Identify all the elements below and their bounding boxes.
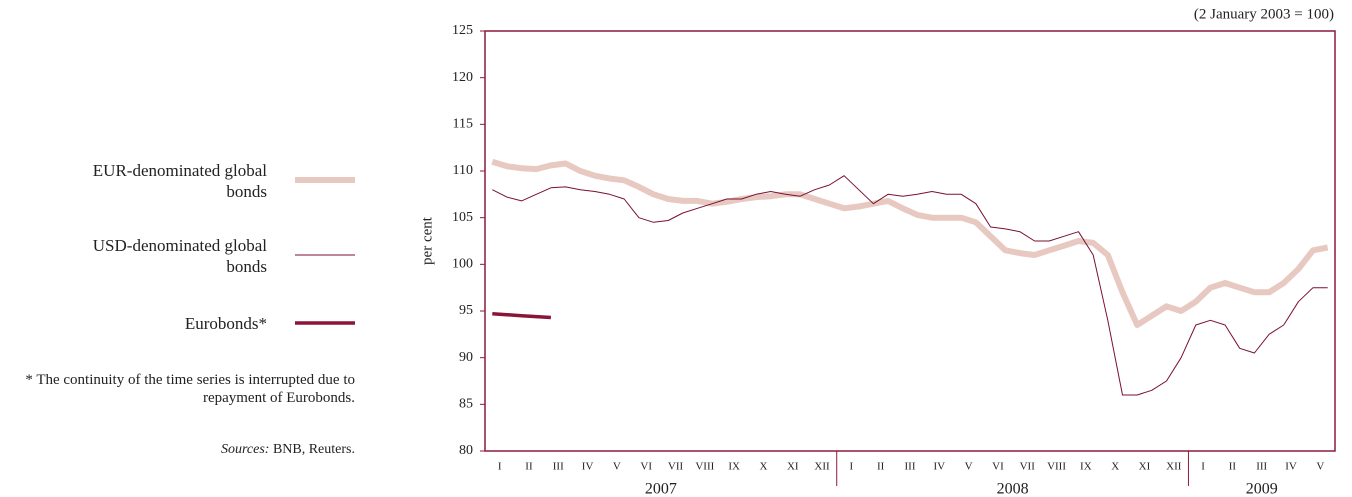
x-tick-label: VII <box>668 461 684 473</box>
series-line <box>492 175 1328 396</box>
x-tick-label: II <box>525 461 533 473</box>
year-label: 2009 <box>1246 481 1278 497</box>
x-tick-label: IV <box>1285 461 1297 473</box>
x-tick-label: I <box>498 461 502 473</box>
x-tick-label: IV <box>582 461 594 473</box>
x-tick-label: X <box>1111 461 1119 473</box>
x-tick-label: V <box>965 461 973 473</box>
x-tick-label: VI <box>992 461 1004 473</box>
y-tick-label: 120 <box>452 70 473 85</box>
y-tick-label: 95 <box>459 303 473 318</box>
legend-label: Eurobonds* <box>184 314 267 333</box>
x-tick-label: XII <box>1166 461 1182 473</box>
x-tick-label: VII <box>1020 461 1036 473</box>
y-tick-label: 80 <box>459 443 473 458</box>
y-tick-label: 125 <box>452 23 473 38</box>
x-tick-label: IV <box>934 461 946 473</box>
legend-entry: Eurobonds* <box>77 313 267 334</box>
year-label: 2008 <box>997 481 1029 497</box>
x-tick-label: II <box>877 461 885 473</box>
footnote-text: * The continuity of the time series is i… <box>25 372 355 406</box>
sources-label: Sources: <box>220 442 270 457</box>
series-line <box>491 158 1329 328</box>
y-tick-label: 110 <box>453 163 473 178</box>
year-label: 2007 <box>645 481 677 497</box>
y-tick-label: 100 <box>452 257 473 272</box>
x-tick-label: IX <box>728 461 740 473</box>
legend-entry: EUR-denominated global bonds <box>77 160 267 202</box>
series-line <box>492 312 552 320</box>
x-tick-label: VI <box>640 461 652 473</box>
y-axis-label: per cent <box>419 216 435 265</box>
x-tick-label: X <box>759 461 767 473</box>
x-tick-label: IX <box>1080 461 1092 473</box>
legend-entry: USD-denominated global bonds <box>77 235 267 277</box>
y-tick-label: 85 <box>459 397 473 412</box>
plot-frame <box>484 30 1336 452</box>
y-tick-label: 115 <box>453 117 473 132</box>
footnote: * The continuity of the time series is i… <box>0 371 355 407</box>
y-tick-label: 90 <box>459 350 473 365</box>
x-tick-label: V <box>613 461 621 473</box>
x-tick-label: II <box>1229 461 1237 473</box>
sources: Sources: BNB, Reuters. <box>0 441 355 459</box>
y-tick-label: 105 <box>452 210 473 225</box>
legend-label: USD-denominated global bonds <box>92 236 267 276</box>
x-tick-label: III <box>905 461 916 473</box>
legend-label: EUR-denominated global bonds <box>92 161 267 201</box>
unit-note: (2 January 2003 = 100) <box>1194 6 1334 22</box>
x-tick-label: XII <box>814 461 830 473</box>
x-tick-label: XI <box>787 461 799 473</box>
x-tick-label: V <box>1316 461 1324 473</box>
x-tick-label: XI <box>1139 461 1151 473</box>
x-tick-label: III <box>1256 461 1267 473</box>
x-tick-label: I <box>850 461 854 473</box>
sources-text: BNB, Reuters. <box>272 442 355 457</box>
x-tick-label: III <box>553 461 564 473</box>
x-tick-label: I <box>1201 461 1205 473</box>
x-tick-label: VIII <box>1047 461 1066 473</box>
x-tick-label: VIII <box>695 461 714 473</box>
